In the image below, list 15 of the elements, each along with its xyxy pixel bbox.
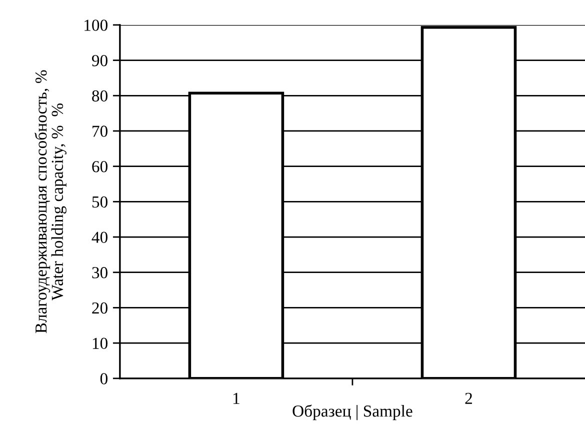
- y-tick-label: 0: [100, 373, 108, 384]
- y-tick-label: 60: [92, 161, 108, 172]
- y-tick-label: 80: [92, 90, 108, 102]
- y-tick-label: 20: [92, 302, 108, 314]
- y-tick-label: 50: [92, 196, 108, 208]
- y-axis-title: Влагоудерживающая способность, % Water holding capacity, % %: [34, 70, 66, 334]
- y-tick-label: 70: [92, 126, 108, 137]
- x-tick-label: 1: [233, 392, 240, 404]
- y-tick-label: 100: [84, 20, 108, 31]
- y-tick-label: 10: [92, 338, 108, 349]
- x-axis-title: Образец | Sample: [292, 404, 412, 420]
- y-tick-label: 90: [92, 54, 108, 66]
- y-tick-label: 40: [92, 232, 108, 243]
- x-tick-label: 2: [465, 392, 472, 404]
- y-tick-label: 30: [92, 267, 108, 278]
